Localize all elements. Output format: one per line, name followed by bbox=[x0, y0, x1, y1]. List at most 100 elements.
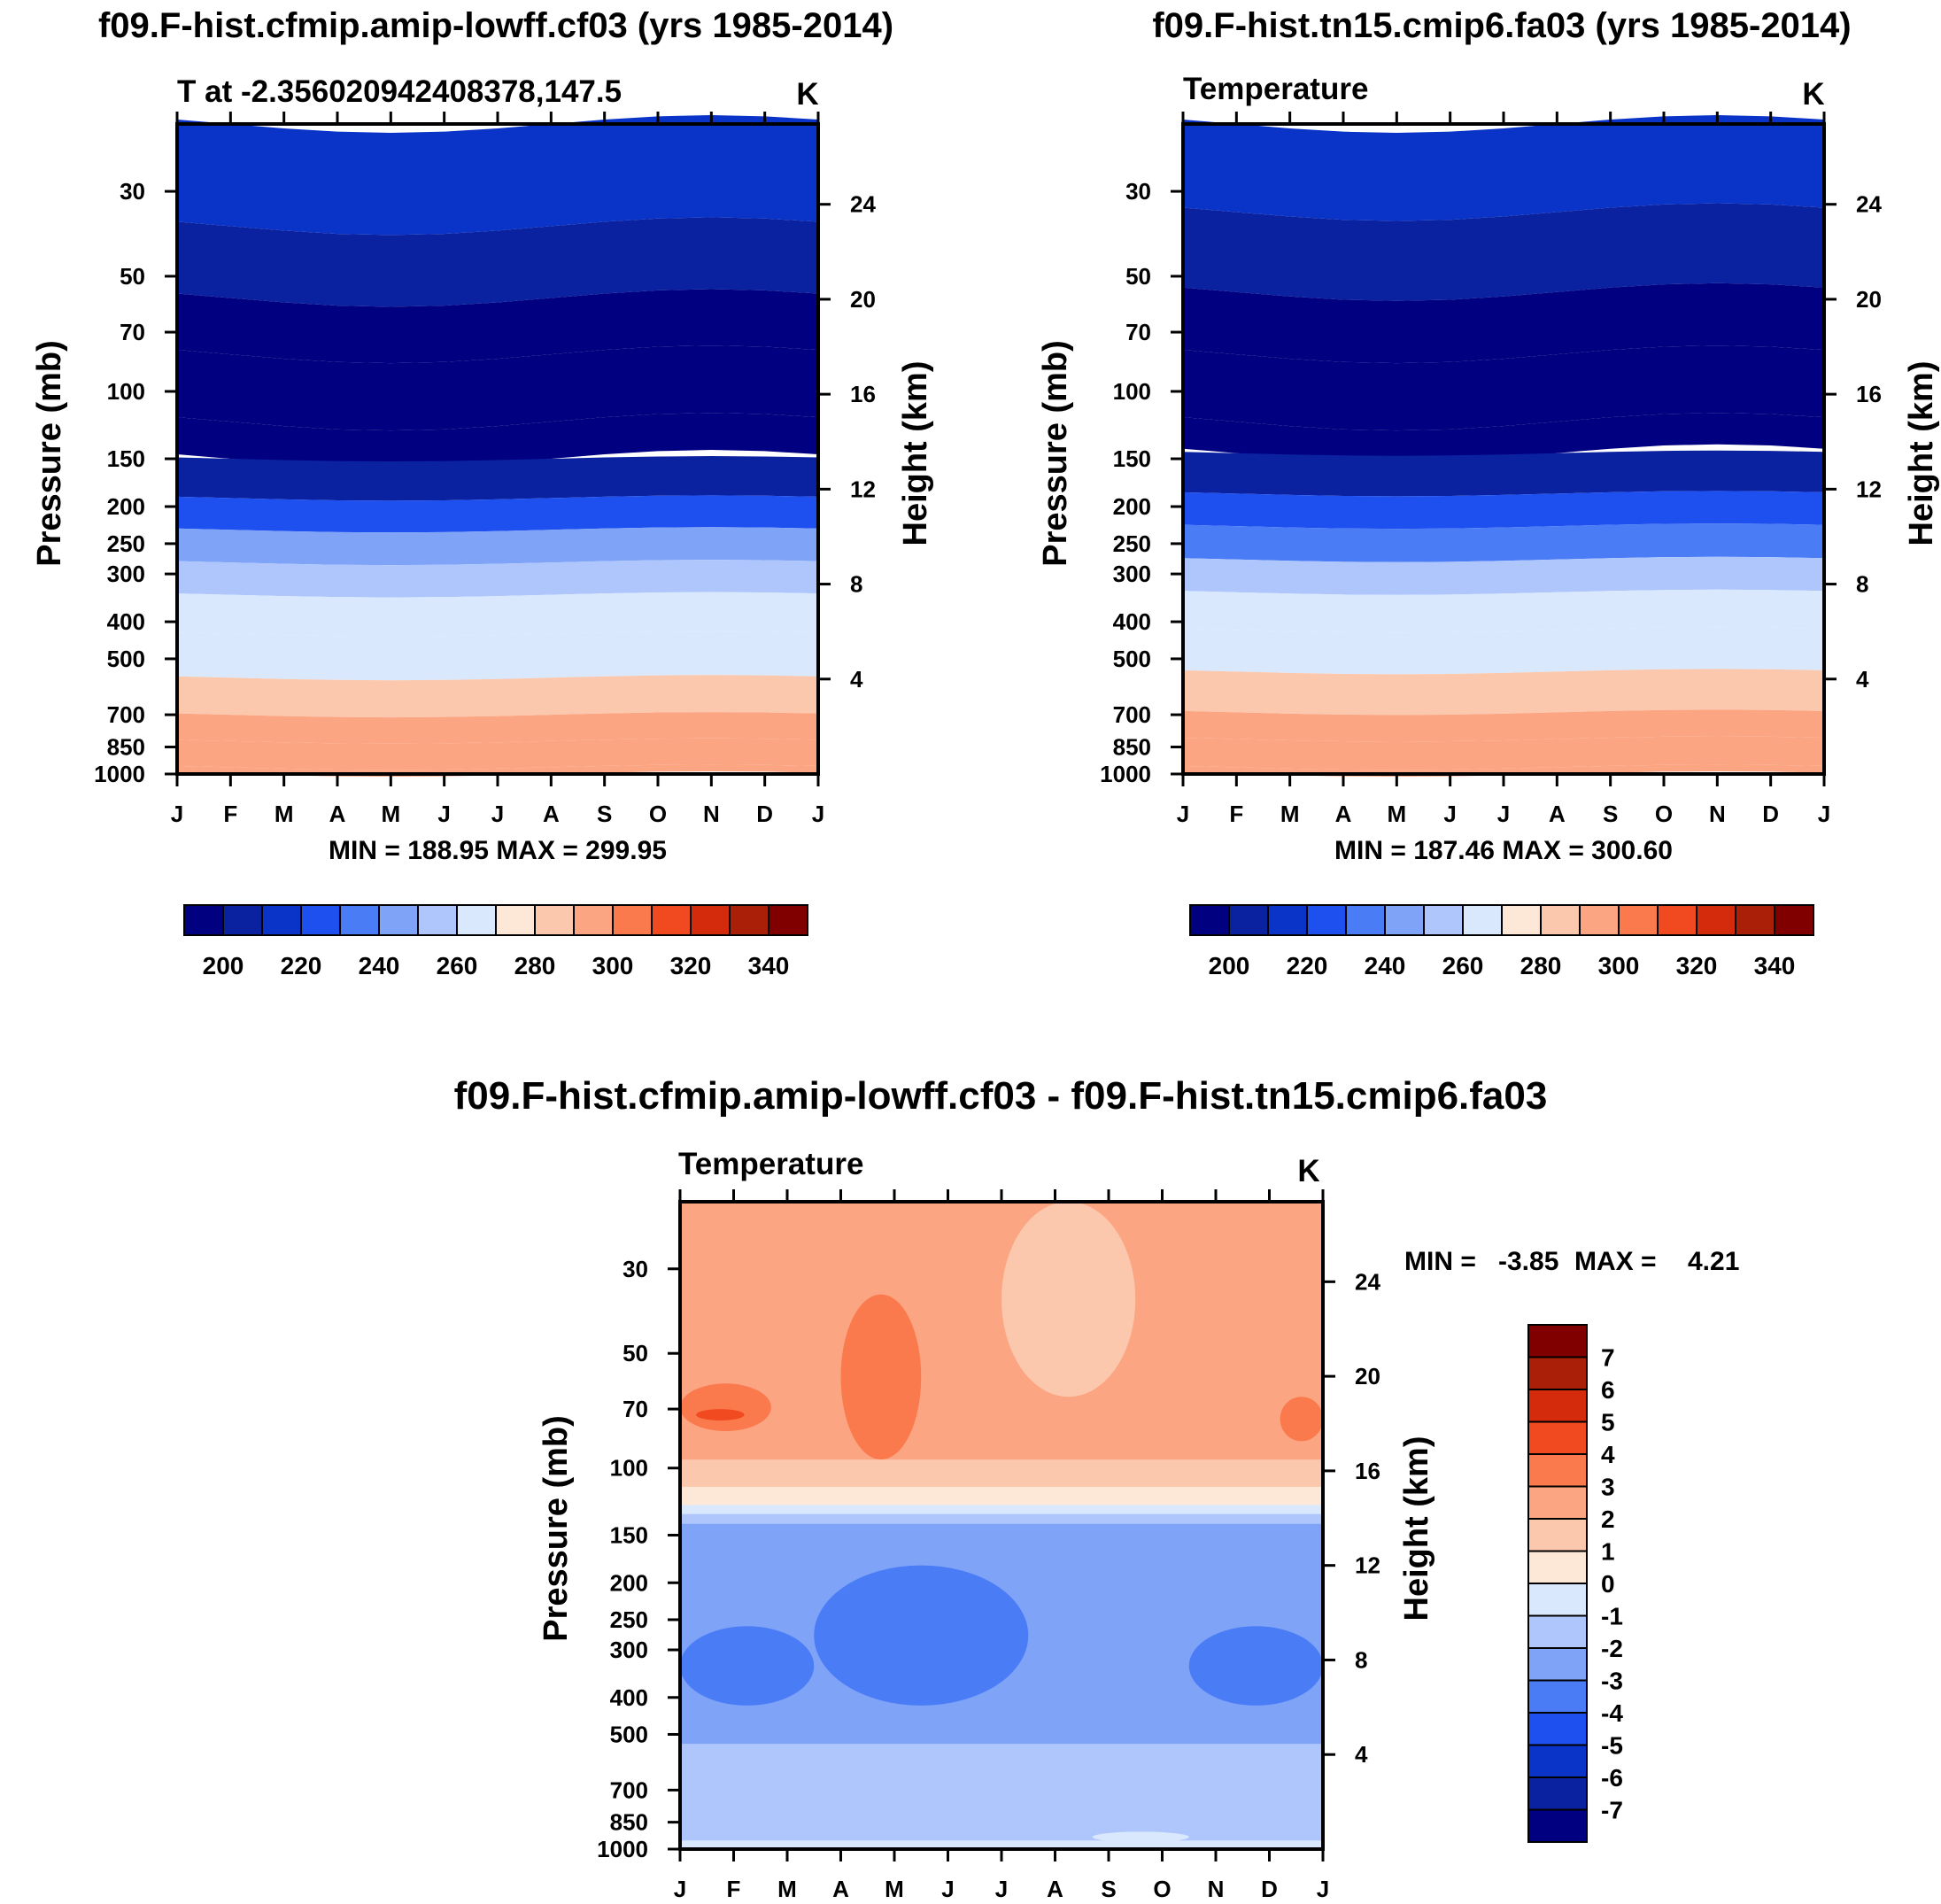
panel-title: f09.F-hist.cfmip.amip-lowff.cf03 (yrs 19… bbox=[98, 6, 893, 45]
colorbar-label: 4 bbox=[1601, 1441, 1615, 1468]
colorbar: 200 220 240 260 280 300 320 340 bbox=[183, 904, 808, 979]
colorbar-swatch bbox=[1579, 904, 1620, 936]
colorbar-swatch bbox=[339, 904, 380, 936]
contour-band bbox=[177, 560, 818, 598]
y-tick-label: 30 bbox=[120, 178, 145, 205]
colorbar-label: 280 bbox=[514, 952, 556, 979]
y-right-tick-label: 24 bbox=[850, 191, 876, 218]
contour-band bbox=[177, 289, 818, 364]
colorbar-label: 200 bbox=[1209, 952, 1250, 979]
y-tick-label: 500 bbox=[1113, 646, 1151, 672]
x-tick-label: M bbox=[1280, 801, 1300, 827]
colorbar-label: 320 bbox=[670, 952, 712, 979]
contour-band bbox=[680, 1459, 1323, 1491]
contour-band bbox=[177, 712, 818, 744]
y-right-tick-label: 8 bbox=[850, 571, 862, 598]
y-right-tick-label: 16 bbox=[1355, 1458, 1380, 1484]
y-tick-label: 500 bbox=[107, 646, 145, 672]
contour-band bbox=[177, 456, 818, 501]
contour-band bbox=[680, 1744, 1323, 1841]
y-right-tick-label: 20 bbox=[850, 286, 876, 313]
y-tick-label: 200 bbox=[107, 493, 145, 520]
contour-band bbox=[1183, 669, 1824, 716]
y-tick-label: 50 bbox=[623, 1340, 648, 1366]
y-right-tick-label: 20 bbox=[1856, 286, 1882, 313]
contour-band bbox=[1183, 115, 1824, 221]
colorbar-label: 300 bbox=[592, 952, 634, 979]
colorbar-swatch bbox=[1423, 904, 1464, 936]
panel-title: f09.F-hist.cfmip.amip-lowff.cf03 - f09.F… bbox=[454, 1074, 1548, 1118]
min-stats-label: MIN = bbox=[1404, 1247, 1476, 1276]
colorbar-swatch bbox=[612, 904, 653, 936]
y-tick-label: 150 bbox=[1113, 445, 1151, 472]
x-tick-label: J bbox=[995, 1876, 1008, 1902]
min-max-stats: MIN = 187.46 MAX = 300.60 bbox=[1334, 836, 1673, 865]
colorbar-swatch bbox=[495, 904, 536, 936]
colorbar-label: 340 bbox=[1754, 952, 1796, 979]
contour-band bbox=[1183, 450, 1824, 497]
contour-band bbox=[1183, 283, 1824, 364]
contour-band bbox=[1183, 203, 1824, 301]
colorbar-swatch bbox=[1618, 904, 1659, 936]
colorbar-label: 5 bbox=[1601, 1409, 1615, 1436]
colorbar-swatch bbox=[261, 904, 302, 936]
y-axis-label: Pressure (mb) bbox=[537, 1415, 575, 1642]
x-tick-label: A bbox=[1549, 801, 1566, 827]
y-right-tick-label: 12 bbox=[850, 476, 876, 502]
units-label: K bbox=[1297, 1154, 1319, 1188]
x-tick-label: J bbox=[941, 1876, 954, 1902]
colorbar-swatch bbox=[573, 904, 614, 936]
panel-title: f09.F-hist.tn15.cmip6.fa03 (yrs 1985-201… bbox=[1152, 6, 1851, 45]
y-tick-label: 300 bbox=[1113, 561, 1151, 587]
y-right-tick-label: 24 bbox=[1355, 1268, 1380, 1295]
y-tick-label: 300 bbox=[107, 561, 145, 587]
contour-band bbox=[177, 495, 818, 533]
panel-top-right: f09.F-hist.tn15.cmip6.fa03 (yrs 1985-201… bbox=[1037, 6, 1940, 979]
panel-left-label: Temperature bbox=[1183, 72, 1368, 106]
x-tick-label: J bbox=[674, 1876, 686, 1902]
colorbar-label: 240 bbox=[1365, 952, 1406, 979]
colorbar-swatch bbox=[690, 904, 731, 936]
y-axis-right-label: Height (km) bbox=[897, 361, 934, 546]
x-tick-label: J bbox=[1317, 1876, 1329, 1902]
y-tick-label: 50 bbox=[120, 263, 145, 290]
contour-region bbox=[1001, 1202, 1136, 1397]
colorbar-swatch bbox=[1540, 904, 1581, 936]
colorbar-label: -3 bbox=[1601, 1668, 1623, 1695]
x-tick-label: N bbox=[1709, 801, 1726, 827]
colorbar-vertical: 7 6 5 4 3 2 1 0 -1 -2 -3 -4 -5 -6 -7 bbox=[1527, 1324, 1623, 1843]
colorbar-swatch bbox=[1527, 1550, 1588, 1584]
x-tick-label: N bbox=[703, 801, 720, 827]
contour-band bbox=[1183, 627, 1824, 675]
y-right-tick-label: 20 bbox=[1355, 1363, 1380, 1389]
y-tick-label: 30 bbox=[1125, 178, 1151, 205]
y-tick-label: 400 bbox=[107, 608, 145, 635]
y-tick-label: 400 bbox=[610, 1684, 648, 1711]
contour-band bbox=[177, 631, 818, 681]
colorbar-swatch bbox=[1527, 1518, 1588, 1552]
x-tick-label: A bbox=[832, 1876, 849, 1902]
x-tick-label: A bbox=[329, 801, 346, 827]
colorbar-swatch bbox=[417, 904, 458, 936]
colorbar-swatch bbox=[1527, 1614, 1588, 1649]
contour-plot: J F M A M J J A S O N D J 30 50 70 100 150 200 250 300 400 500… bbox=[597, 1189, 1380, 1902]
colorbar-swatch bbox=[378, 904, 419, 936]
contour-band bbox=[1183, 736, 1824, 770]
colorbar-swatch bbox=[729, 904, 769, 936]
y-tick-label: 850 bbox=[107, 734, 145, 761]
x-tick-label: A bbox=[1335, 801, 1352, 827]
colorbar-label: 1 bbox=[1601, 1538, 1615, 1566]
colorbar-swatch bbox=[768, 904, 808, 936]
colorbar-label: -2 bbox=[1601, 1635, 1623, 1662]
x-tick-label: J bbox=[1177, 801, 1189, 827]
y-right-tick-label: 4 bbox=[850, 666, 863, 693]
colorbar-swatch bbox=[1527, 1679, 1588, 1714]
contour-band bbox=[680, 1202, 1323, 1498]
contour-band bbox=[177, 217, 818, 307]
x-tick-label: D bbox=[1261, 1876, 1278, 1902]
contour-band bbox=[1183, 345, 1824, 431]
colorbar-swatch bbox=[1735, 904, 1775, 936]
y-axis-label: Pressure (mb) bbox=[31, 340, 68, 567]
y-tick-label: 250 bbox=[107, 530, 145, 557]
